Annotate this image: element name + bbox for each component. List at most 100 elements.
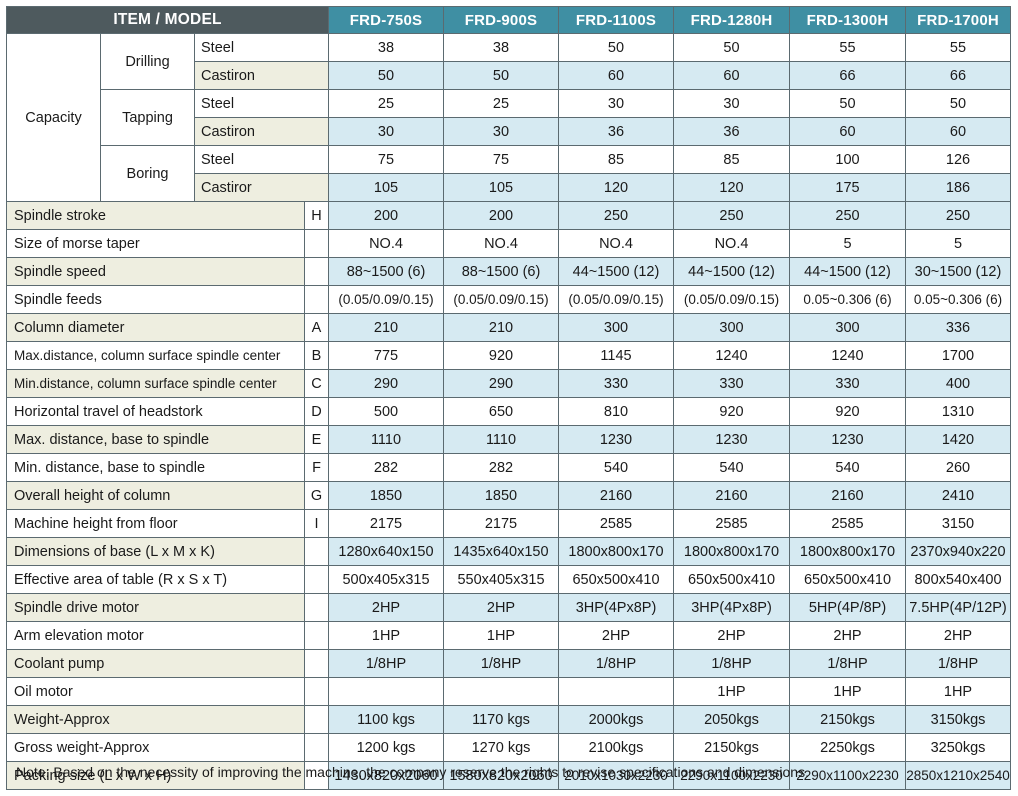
table-cell: 1850 [443, 481, 559, 510]
table-cell: 1850 [328, 481, 444, 510]
row-code [304, 761, 329, 790]
table-cell: 1270 kgs [443, 733, 559, 762]
row-label: Spindle drive motor [6, 593, 305, 622]
row-label: Arm elevation motor [6, 621, 305, 650]
table-row: Machine height from floor I 2175 2175 2585 25… [6, 509, 1011, 538]
table-cell: 60 [558, 61, 674, 90]
table-cell: 60 [673, 61, 790, 90]
table-cell: 2HP [558, 621, 674, 650]
table-cell: NO.4 [443, 229, 559, 258]
table-row: Capacity Drilling Steel 38 38 50 50 55 55 [6, 33, 1011, 202]
row-code [304, 705, 329, 734]
table-cell: 44~1500 (12) [789, 257, 906, 286]
row-code [304, 257, 329, 286]
table-cell: 2585 [789, 509, 906, 538]
model-header: FRD-1300H [789, 6, 906, 34]
header-row: ITEM / MODEL FRD-750S FRD-900S FRD-1100S… [6, 6, 1011, 34]
row-code: D [304, 397, 329, 426]
table-cell: 50 [443, 61, 559, 90]
table-cell: 60 [789, 117, 906, 146]
row-label: Effective area of table (R x S x T) [6, 565, 305, 594]
table-cell: 1110 [328, 425, 444, 454]
table-row: Overall height of column G 1850 1850 2160 216… [6, 481, 1011, 510]
table-cell: 2410 [905, 481, 1011, 510]
table-cell: 2175 [328, 509, 444, 538]
table-row: Tapping Steel 25 25 30 30 50 50 [7, 89, 1011, 146]
table-cell: 2585 [673, 509, 790, 538]
row-code [304, 677, 329, 706]
table-cell: 2370x940x220 [905, 537, 1011, 566]
row-label: Size of morse taper [6, 229, 305, 258]
table-row: Max.distance, column surface spindle cen… [6, 341, 1011, 370]
row-code: H [304, 201, 329, 230]
table-cell: 1800x800x170 [673, 537, 790, 566]
table-cell: 290 [328, 369, 444, 398]
table-cell: 260 [905, 453, 1011, 482]
table-cell: 2250kgs [789, 733, 906, 762]
row-code: I [304, 509, 329, 538]
table-cell: 2150kgs [673, 733, 790, 762]
table-cell: 1230 [558, 425, 674, 454]
table-cell: 330 [789, 369, 906, 398]
table-cell: 1HP [443, 621, 559, 650]
table-cell: 210 [328, 313, 444, 342]
table-cell: 7.5HP(4P/12P) [905, 593, 1011, 622]
row-code [304, 649, 329, 678]
table-cell: 2585 [558, 509, 674, 538]
table-cell: 0.05~0.306 (6) [789, 285, 906, 314]
row-code [304, 593, 329, 622]
table-cell: 105 [443, 173, 559, 202]
row-label: Spindle speed [6, 257, 305, 286]
table-row: Horizontal travel of headstork D 500 650 810… [6, 397, 1011, 426]
table-cell [558, 677, 674, 706]
row-code [304, 565, 329, 594]
table-cell: 2160 [789, 481, 906, 510]
row-code [304, 621, 329, 650]
table-cell: 250 [558, 201, 674, 230]
table-cell: 1200 kgs [328, 733, 444, 762]
table-cell [328, 677, 444, 706]
row-label: Machine height from floor [6, 509, 305, 538]
table-cell: 650x500x410 [673, 565, 790, 594]
table-cell: 88~1500 (6) [328, 257, 444, 286]
table-cell: 2175 [443, 509, 559, 538]
table-cell: 330 [558, 369, 674, 398]
row-code: F [304, 453, 329, 482]
table-cell: 1230 [789, 425, 906, 454]
model-header: FRD-900S [443, 6, 559, 34]
table-cell: 920 [789, 397, 906, 426]
table-cell: 2290x1100x2230 [789, 761, 906, 790]
table-cell: 1HP [789, 677, 906, 706]
table-cell: 1/8HP [443, 649, 559, 678]
table-cell: 300 [789, 313, 906, 342]
table-cell: 540 [558, 453, 674, 482]
table-cell: 1240 [673, 341, 790, 370]
table-cell: NO.4 [328, 229, 444, 258]
table-cell: 88~1500 (6) [443, 257, 559, 286]
table-cell: 50 [558, 33, 674, 62]
table-cell: (0.05/0.09/0.15) [673, 285, 790, 314]
table-cell: 1800x800x170 [558, 537, 674, 566]
row-code: B [304, 341, 329, 370]
row-label: Spindle stroke [6, 201, 305, 230]
table-row: Castiron 30 30 36 36 60 60 [7, 117, 1011, 146]
table-row: Coolant pump 1/8HP 1/8HP 1/8HP 1/8HP 1/8HP 1/8… [6, 649, 1011, 678]
table-cell: 126 [905, 145, 1011, 174]
table-cell: 2050kgs [673, 705, 790, 734]
row-label: Max. distance, base to spindle [6, 425, 305, 454]
table-cell: 30 [673, 89, 790, 118]
table-cell: 650x500x410 [558, 565, 674, 594]
table-row: Castiron 50 50 60 60 66 66 [7, 61, 1011, 90]
row-code: C [304, 369, 329, 398]
table-cell: 500x405x315 [328, 565, 444, 594]
table-cell: 282 [328, 453, 444, 482]
row-code: G [304, 481, 329, 510]
table-cell: 1HP [673, 677, 790, 706]
row-code [304, 229, 329, 258]
table-cell: 75 [443, 145, 559, 174]
table-row: Spindle stroke H 200 200 250 250 250 250 [6, 201, 1011, 230]
row-label: Min. distance, base to spindle [6, 453, 305, 482]
model-header: FRD-1280H [673, 6, 790, 34]
row-code: A [304, 313, 329, 342]
table-row: Size of morse taper NO.4 NO.4 NO.4 NO.4 5 5 [6, 229, 1011, 258]
